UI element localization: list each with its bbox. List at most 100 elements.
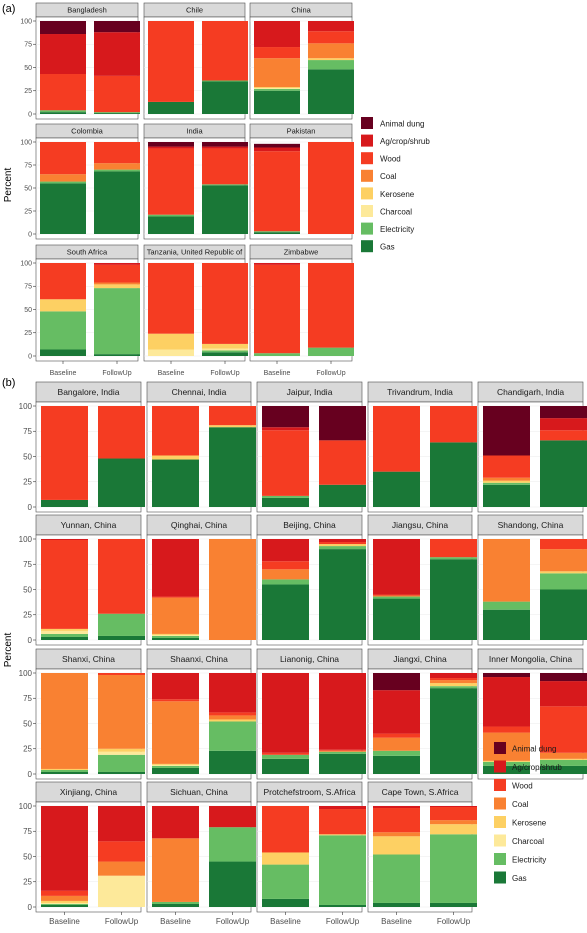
bar-segment-electricity: [319, 546, 366, 550]
legend-swatch-kerosene: [361, 187, 373, 200]
y-tick-label: 0: [28, 636, 33, 645]
legend-swatch-animal-dung: [494, 742, 506, 754]
bar-segment-gas: [373, 755, 420, 774]
bar-segment-gas: [319, 904, 366, 907]
bar-segment-gas: [373, 471, 420, 507]
bar-segment-electricity: [209, 827, 256, 862]
bar-segment-gas: [430, 688, 477, 774]
legend-swatch-coal: [361, 169, 373, 182]
bar-segment-wood: [540, 430, 587, 441]
bar-segment-ag-crop-shrub: [98, 806, 145, 842]
y-tick-label: 75: [24, 284, 32, 291]
bar-segment-wood: [209, 712, 256, 716]
bar-segment-wood: [41, 406, 88, 500]
bar-segment-animal-dung: [202, 142, 248, 147]
bar-segment-gas: [41, 904, 88, 907]
panel-label: (a): [2, 3, 15, 15]
facet-title: Xinjiang, China: [60, 787, 117, 797]
facet-qinghai-china: Qinghai, China: [146, 514, 256, 646]
bar-segment-kerosene: [430, 683, 477, 687]
x-tick-label: Baseline: [264, 370, 291, 377]
bar-segment-animal-dung: [540, 673, 587, 682]
bar-segment-wood: [262, 806, 309, 853]
bar-segment-wood: [148, 148, 194, 215]
y-tick-label: 0: [28, 903, 33, 912]
bar-segment-electricity: [148, 214, 194, 217]
bar-segment-gas: [152, 767, 199, 774]
y-tick-label: 75: [24, 162, 32, 169]
bar-segment-ag-crop-shrub: [308, 21, 354, 32]
bar-segment-electricity: [40, 311, 86, 350]
legend-label: Electricity: [380, 225, 414, 234]
bar-segment-charcoal: [98, 751, 145, 755]
bar-segment-gas: [98, 635, 145, 640]
bar-segment-gas: [152, 637, 199, 640]
legend-label: Ag/crop/shrub: [512, 763, 562, 772]
bar-segment-kerosene: [319, 544, 366, 547]
legend-label: Charcoal: [380, 207, 412, 216]
bar-segment-ag-crop-shrub: [94, 32, 140, 76]
bar-segment-gas: [98, 458, 145, 507]
bar-segment-coal: [41, 673, 88, 769]
bar-segment-coal: [98, 675, 145, 749]
y-tick-label: 0: [28, 111, 32, 118]
bar-segment-wood: [40, 142, 86, 175]
bar-segment-ag-crop-shrub: [373, 806, 420, 809]
legend-swatch-electricity: [361, 222, 373, 235]
bar-segment-animal-dung: [483, 673, 530, 678]
bar-segment-wood: [430, 539, 477, 558]
bar-segment-electricity: [430, 834, 477, 903]
facet-title: Inner Mongolia, China: [489, 654, 572, 664]
bar-segment-electricity: [540, 759, 587, 766]
bar-segment-gas: [148, 101, 194, 114]
legend-label: Animal dung: [512, 744, 556, 753]
bar-segment-charcoal: [152, 634, 199, 636]
bar-segment-kerosene: [483, 480, 530, 483]
facet-title: China: [291, 6, 311, 15]
bar-segment-animal-dung: [262, 406, 309, 428]
bar-segment-kerosene: [262, 852, 309, 865]
facet-title: South Africa: [67, 248, 108, 257]
bar-segment-ag-crop-shrub: [262, 427, 309, 431]
bar-segment-coal: [483, 539, 530, 602]
bar-segment-gas: [254, 90, 300, 114]
bar-segment-charcoal: [98, 875, 145, 907]
bar-segment-wood: [373, 733, 420, 738]
bar-segment-wood: [40, 74, 86, 111]
bar-segment-wood: [262, 752, 309, 755]
bar-segment-gas: [94, 354, 140, 356]
panel-label: (b): [2, 377, 15, 389]
facet-title: Chennai, India: [172, 387, 227, 397]
bar-segment-electricity: [373, 750, 420, 756]
bar-segment-ag-crop-shrub: [319, 673, 366, 750]
bar-segment-gas: [209, 750, 256, 774]
bar-segment-wood: [152, 699, 199, 702]
y-tick-label: 0: [28, 231, 32, 238]
bar-segment-gas: [483, 609, 530, 640]
bar-segment-animal-dung: [319, 406, 366, 441]
bar-segment-gas: [40, 112, 86, 114]
y-tick-label: 0: [28, 353, 32, 360]
bar-segment-animal-dung: [94, 21, 140, 33]
facet-jaipur-india: Jaipur, India: [256, 381, 366, 513]
x-tick-label: FollowUp: [316, 370, 345, 377]
bar-segment-ag-crop-shrub: [41, 806, 88, 891]
legend-swatch-wood: [494, 779, 506, 791]
bar-segment-gas: [41, 499, 88, 507]
bar-segment-charcoal: [202, 348, 248, 351]
bar-segment-kerosene: [148, 333, 194, 350]
y-tick-label: 25: [23, 478, 32, 487]
bar-segment-electricity: [308, 60, 354, 70]
x-tick-label: FollowUp: [437, 917, 471, 926]
panel-a: (a) Percent Bangladesh 0 25 50 75 100 Chile China…: [2, 2, 430, 377]
bar-segment-wood: [483, 726, 530, 733]
legend-label: Kerosene: [380, 190, 415, 199]
bar-segment-ag-crop-shrub: [373, 539, 420, 595]
legend-label: Animal dung: [380, 119, 424, 128]
bar-segment-ag-crop-shrub: [254, 263, 300, 265]
facet-title: Shandong, China: [498, 520, 564, 530]
y-tick-label: 100: [20, 139, 32, 146]
bar-segment-wood: [98, 841, 145, 862]
bar-segment-gas: [483, 765, 530, 774]
